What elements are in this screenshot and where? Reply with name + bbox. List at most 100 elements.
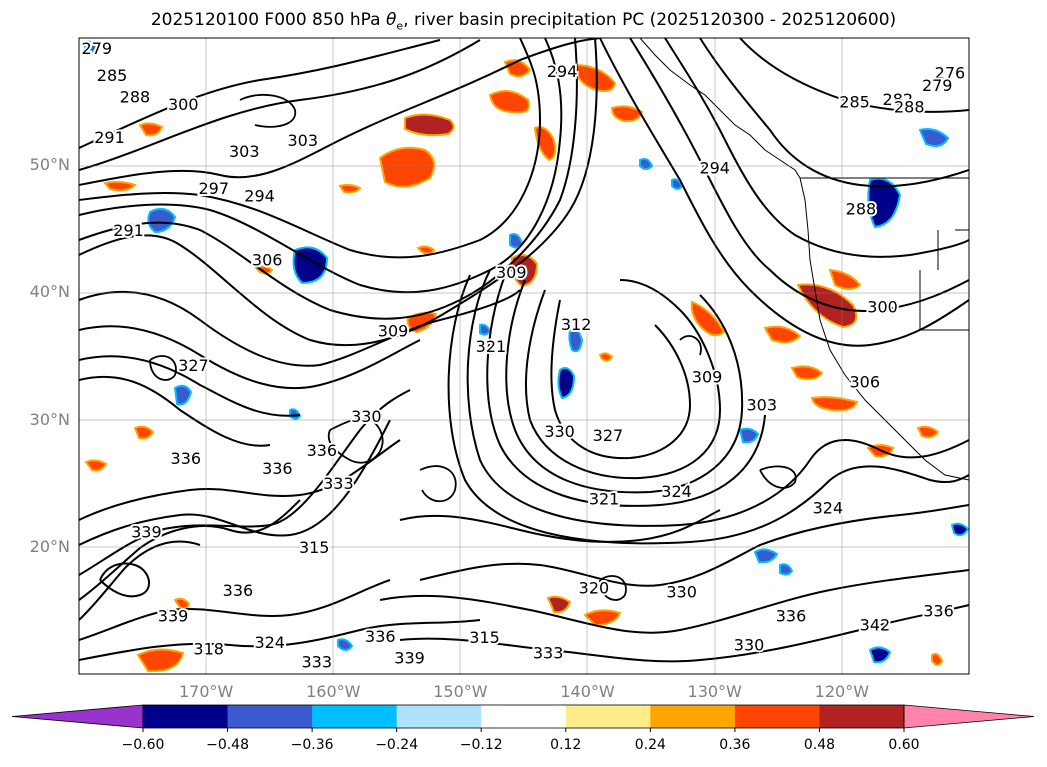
theta-subscript: e [396, 19, 404, 33]
theta-symbol: θ [386, 10, 397, 30]
northern-contours [79, 38, 601, 347]
contour-label: 336 [776, 606, 807, 625]
contour-label: 300 [867, 297, 898, 316]
contour-label: 291 [113, 221, 144, 240]
contour-label: 303 [287, 131, 318, 150]
contour-label: 330 [544, 422, 575, 441]
contour-label: 297 [198, 179, 229, 198]
contour-label: 309 [378, 322, 409, 341]
colorbar-tick-label: −0.12 [459, 737, 503, 753]
colorbar-segment [143, 705, 229, 728]
lat-label: 20°N [29, 536, 70, 556]
contour-label: 285 [97, 66, 128, 85]
colorbar-segment [227, 705, 313, 728]
contour-label: 276 [935, 63, 966, 82]
contour-label: 327 [593, 426, 624, 445]
contour-label: 306 [252, 250, 283, 269]
contour-label: 333 [301, 652, 332, 671]
contour-fragments [149, 93, 797, 601]
contour-label: 294 [244, 187, 275, 206]
contour-label: 300 [168, 95, 199, 114]
title-main: 2025120100 F000 850 hPa [150, 10, 386, 30]
contour-label: 291 [94, 128, 125, 147]
figure-title: 2025120100 F000 850 hPa θe, river basin … [0, 10, 1047, 32]
lon-label: 170°W [178, 682, 234, 701]
map-border [78, 37, 970, 675]
map-frame-background [79, 38, 969, 674]
contour-label: 312 [561, 315, 592, 334]
colorbar-segment [565, 705, 651, 728]
colorbar-segment [396, 705, 482, 728]
lon-label: 140°W [560, 682, 615, 701]
colorbar-segment [650, 705, 736, 728]
contour-label: 303 [229, 142, 260, 161]
mid-latitude-contours [79, 38, 969, 447]
contour-label: 324 [254, 633, 285, 652]
contour-label: 330 [666, 582, 697, 601]
contour-label: 336 [171, 449, 202, 468]
subtropical-contours [79, 389, 969, 663]
contour-label: 285 [839, 93, 870, 112]
colorbar-segment [481, 705, 567, 728]
colorbar-tick-label: 0.24 [634, 737, 666, 753]
lat-label: 50°N [29, 155, 70, 175]
colorbar-segment [819, 705, 905, 728]
colorbar-tick-label: 0.48 [803, 737, 836, 753]
contour-label: 333 [323, 474, 354, 493]
colorbar-segment [734, 705, 820, 728]
colorbar-tick-label: −0.48 [206, 737, 249, 753]
colorbar [11, 704, 1035, 732]
contour-label: 336 [223, 581, 254, 600]
contour-label: 339 [131, 523, 162, 542]
contour-label: 315 [299, 538, 330, 557]
contour-label: 309 [692, 367, 723, 386]
contour-label: 330 [734, 636, 765, 655]
colorbar-segment [312, 705, 398, 728]
title-rest: , river basin precipitation PC (20251203… [403, 10, 897, 30]
colorbar-tick-label: −0.60 [121, 737, 165, 753]
contour-label: 324 [813, 498, 844, 517]
colorbar-outline [142, 704, 905, 729]
colorbar-tick-label: 0.36 [719, 737, 751, 753]
contour-label: 336 [262, 459, 293, 478]
contour-label: 327 [178, 356, 209, 375]
contour-label: 324 [661, 482, 692, 501]
contour-label: 339 [158, 606, 189, 625]
lat-label: 30°N [29, 409, 70, 429]
contour-label: 339 [394, 648, 425, 667]
lat-label: 40°N [29, 282, 70, 302]
theta-e-contours [79, 38, 969, 663]
contour-label: 330 [351, 407, 382, 426]
colorbar-tick-label: 0.60 [888, 737, 920, 753]
contour-label: 333 [533, 643, 564, 662]
lon-label: 160°W [306, 682, 361, 701]
contour-label: 336 [365, 627, 396, 646]
colorbar-tick-label: −0.24 [375, 737, 419, 753]
lon-label: 120°W [814, 682, 870, 701]
contour-label: 336 [923, 601, 954, 620]
contour-label: 294 [699, 159, 730, 178]
contour-label: 294 [547, 62, 578, 81]
contour-label: 321 [476, 337, 507, 356]
colorbar-extend-min [11, 704, 144, 729]
contour-label: 342 [860, 615, 891, 634]
lon-label: 130°W [687, 682, 742, 701]
contour-label: 288 [120, 88, 151, 107]
coastline-borders [639, 38, 969, 481]
contour-label: 288 [846, 199, 877, 218]
contour-label: 336 [307, 441, 338, 460]
colorbar-tick-label: −0.36 [290, 737, 334, 753]
colorbar-tick-label: 0.12 [550, 737, 582, 753]
contour-label: 279 [82, 39, 113, 58]
graticule [79, 38, 969, 674]
contour-label: 318 [193, 640, 224, 659]
contour-label: 315 [469, 628, 500, 647]
contour-label: 288 [894, 98, 925, 117]
contour-label: 279 [922, 76, 953, 95]
colorbar-extend-max [903, 704, 1035, 729]
contour-label: 321 [589, 489, 620, 508]
lon-label: 150°W [433, 682, 488, 701]
